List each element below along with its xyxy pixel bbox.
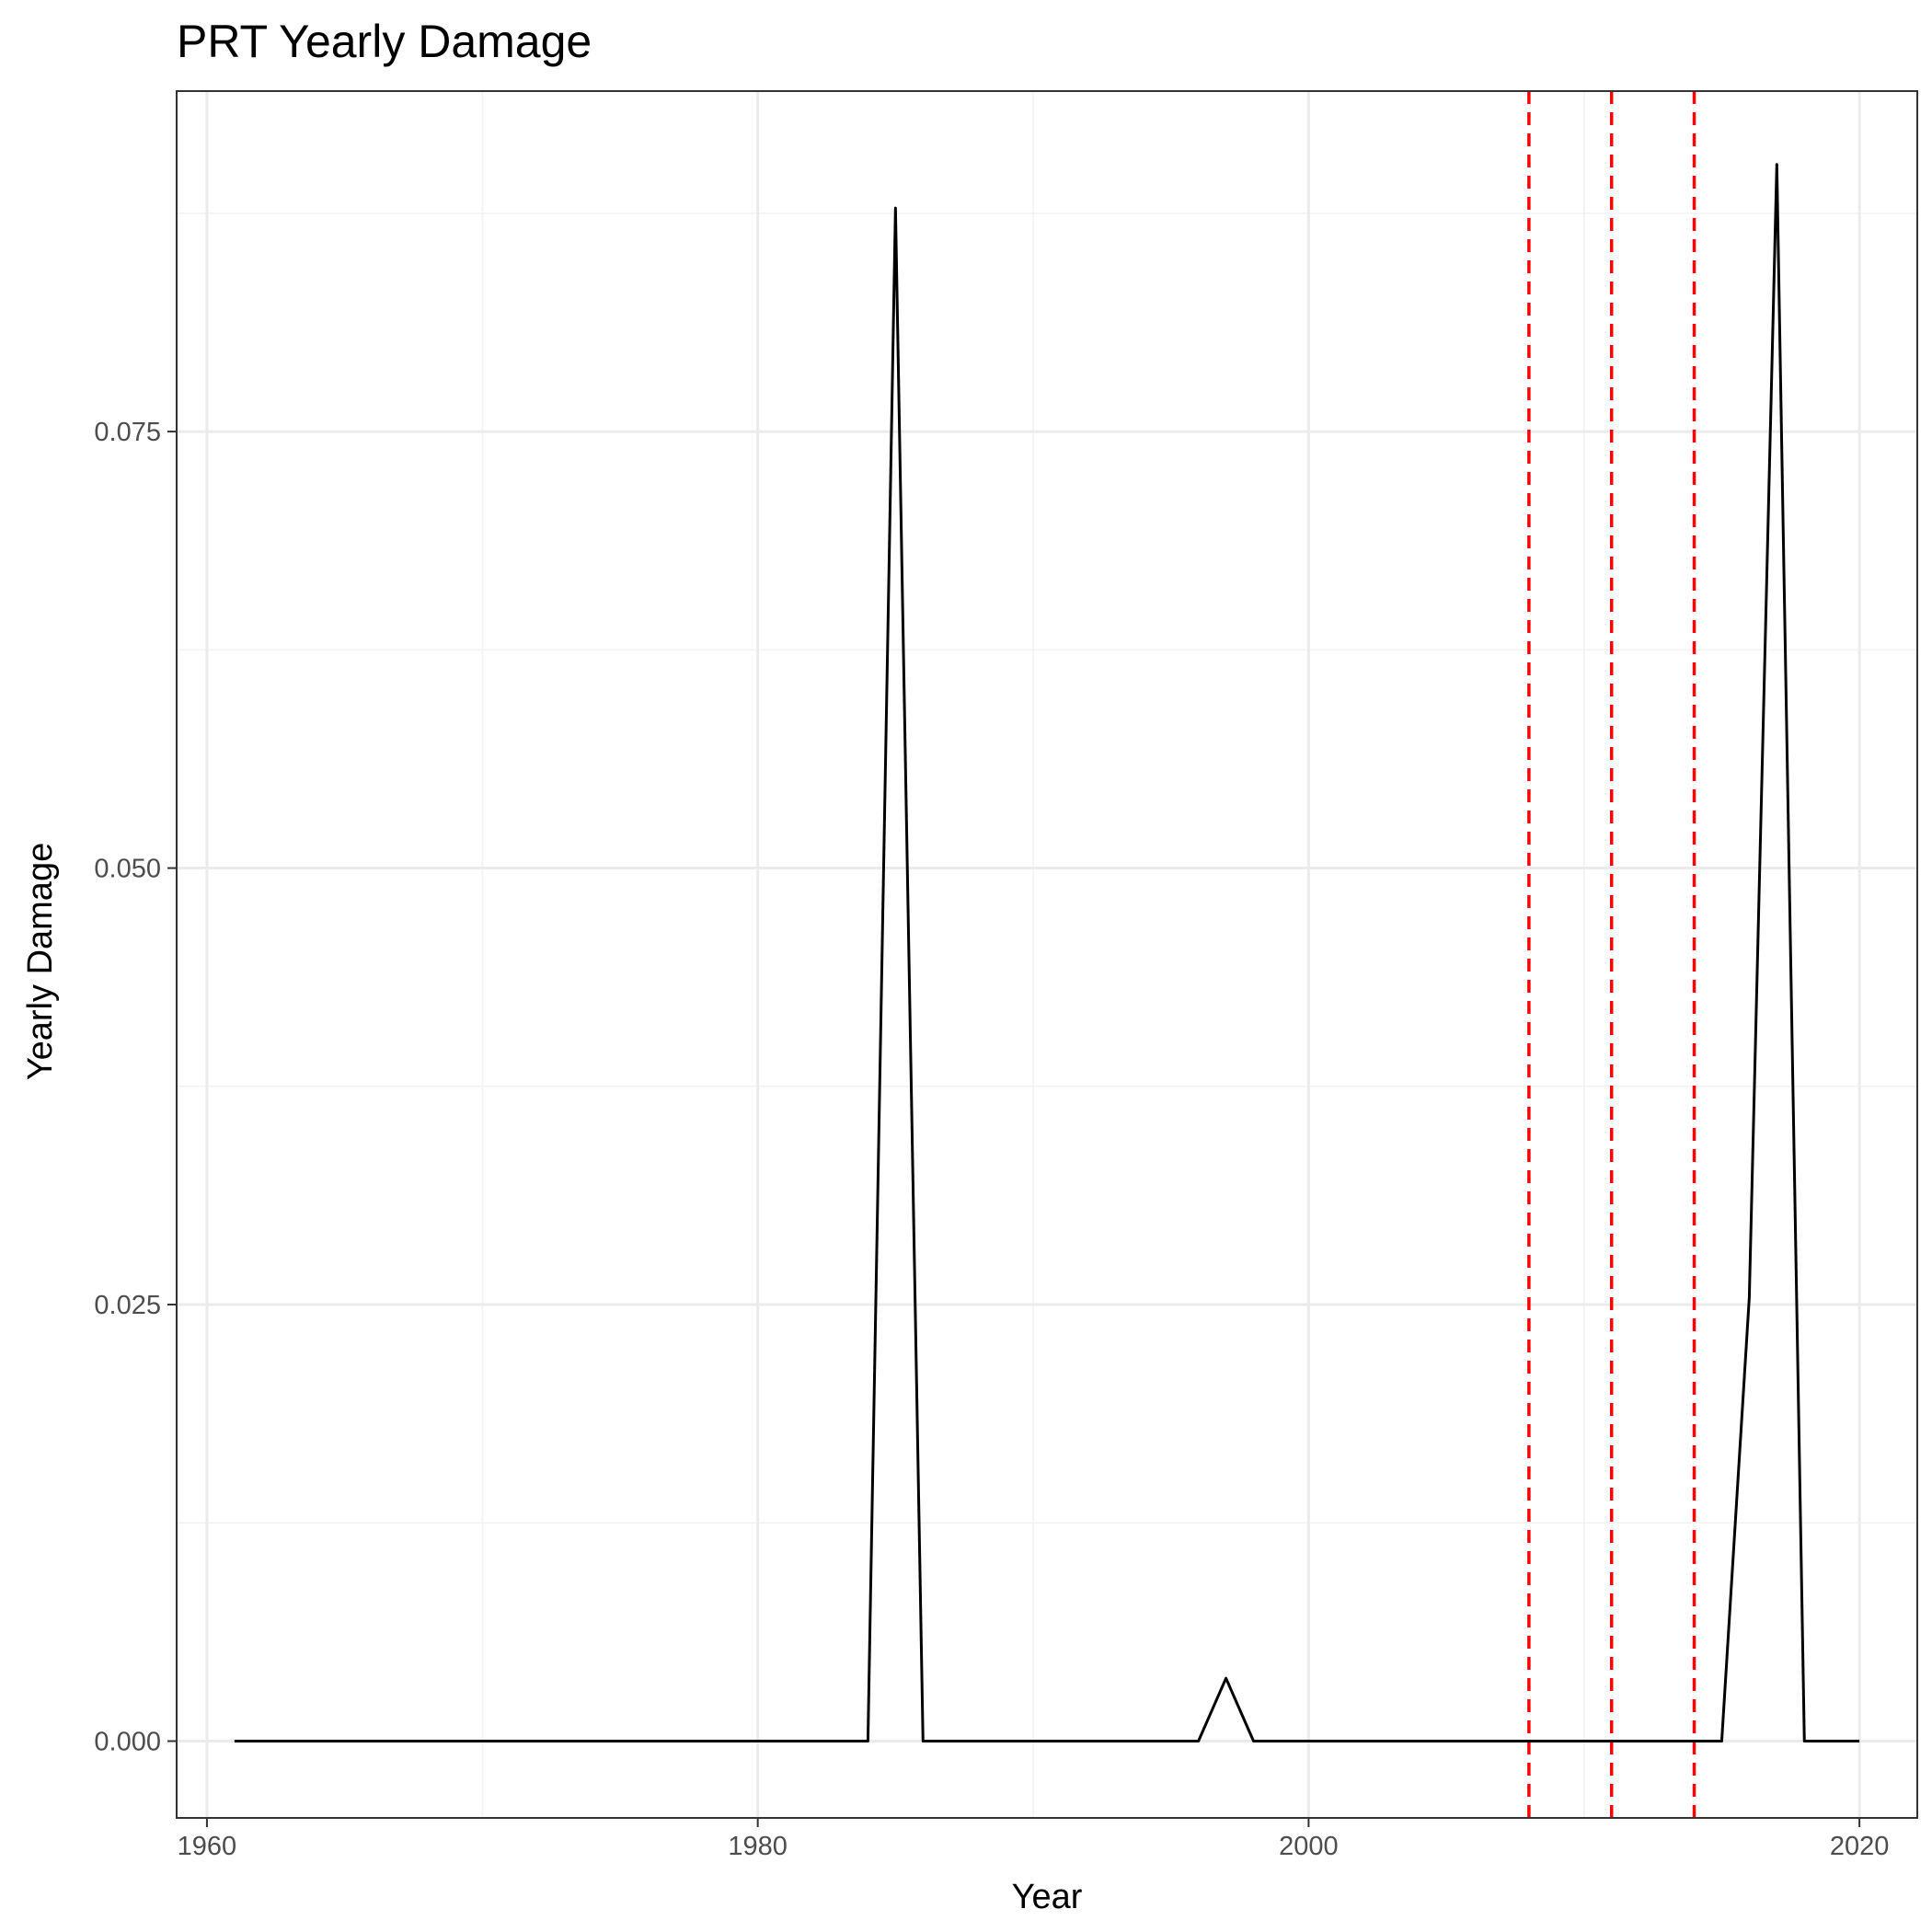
- chart-title: PRT Yearly Damage: [177, 16, 592, 67]
- reference-lines: [1527, 91, 1696, 1818]
- panel-border: [176, 90, 1918, 1819]
- y-tick-label: 0.025: [94, 1291, 161, 1320]
- y-axis: 0.000 0.025 0.050 0.075: [94, 418, 177, 1756]
- grid: [177, 91, 1917, 1818]
- x-axis-title: Year: [1012, 1878, 1083, 1916]
- x-tick-label: 2000: [1279, 1832, 1339, 1861]
- x-tick-label: 1980: [728, 1832, 788, 1861]
- x-tick-label: 1960: [178, 1832, 237, 1861]
- y-tick-label: 0.050: [94, 855, 161, 884]
- series-layer: [234, 163, 1860, 1742]
- y-tick-label: 0.000: [94, 1727, 161, 1756]
- x-tick-label: 2020: [1830, 1832, 1890, 1861]
- series-line: [234, 163, 1860, 1742]
- x-axis: 1960 1980 2000 2020: [178, 1818, 1890, 1861]
- y-axis-title: Yearly Damage: [21, 843, 60, 1080]
- y-tick-label: 0.075: [94, 418, 161, 447]
